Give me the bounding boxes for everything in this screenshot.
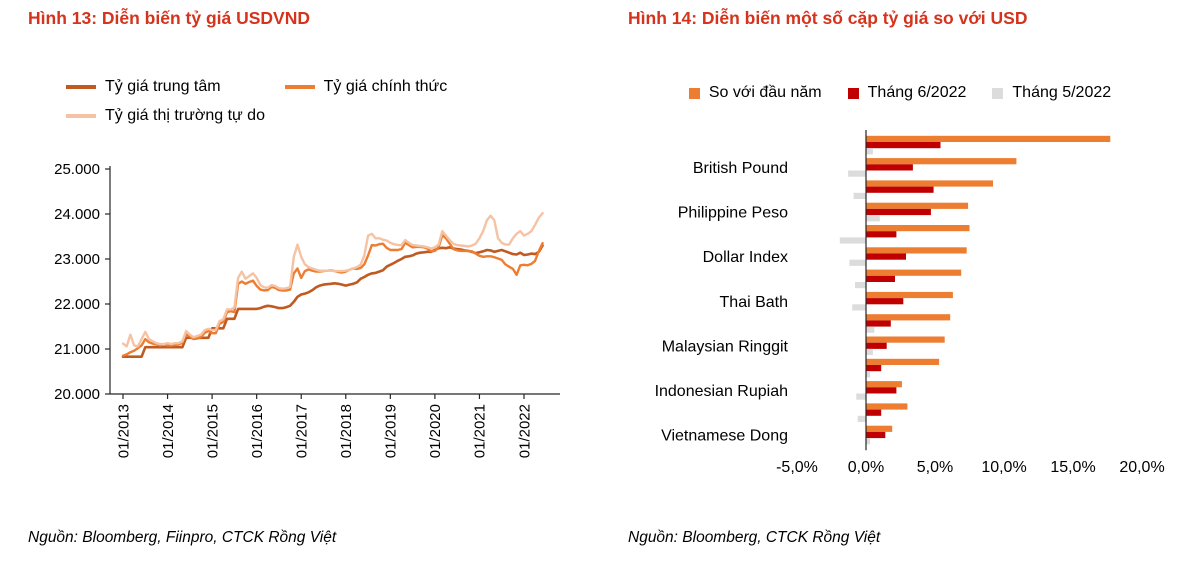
x-axis-label: 15,0% <box>1050 459 1095 476</box>
bar-2 <box>866 253 906 260</box>
y-axis-label: 20.000 <box>54 386 100 403</box>
bar-2 <box>866 186 934 193</box>
y-axis-label: 24.000 <box>54 206 100 223</box>
figure13-title: Hình 13: Diễn biến tỷ giá USDVND <box>28 8 310 28</box>
bar-3 <box>866 438 871 445</box>
legend-swatch-icon <box>992 87 1004 99</box>
category-label: Indonesian Rupiah <box>655 383 788 400</box>
y-axis-label: 22.000 <box>54 296 100 313</box>
bar-2 <box>866 208 931 216</box>
bar-1 <box>866 158 1017 165</box>
x-axis-label: 01/2018 <box>338 404 355 458</box>
bar-3 <box>849 259 866 266</box>
category-label: Vietnamese Dong <box>661 428 788 445</box>
x-axis-label: -5,0% <box>776 459 818 476</box>
x-axis-label: 01/2013 <box>115 404 132 458</box>
bar-3 <box>866 215 880 222</box>
bar-1 <box>866 336 945 343</box>
category-label: Dollar Index <box>703 249 788 266</box>
y-axis-label: 21.000 <box>54 341 100 358</box>
x-axis-label: 20,0% <box>1119 459 1164 476</box>
bar-2 <box>866 342 887 349</box>
bar-1 <box>866 403 908 410</box>
bar-2 <box>866 142 941 149</box>
series-line-3 <box>121 211 544 348</box>
figure14-title: Hình 14: Diễn biến một số cặp tỷ giá so … <box>628 8 1028 28</box>
legend-label: Tháng 5/2022 <box>1012 84 1112 101</box>
category-label: Malaysian Ringgit <box>662 338 789 355</box>
bar-3 <box>857 415 866 422</box>
category-label: Thai Bath <box>720 294 788 311</box>
bar-2 <box>866 164 913 171</box>
bar-3 <box>848 170 866 177</box>
bar-3 <box>856 393 866 400</box>
legend-swatch-icon <box>66 84 96 90</box>
legend-label: Tháng 6/2022 <box>867 84 967 101</box>
y-axis-label: 25.000 <box>54 161 100 178</box>
bar-1 <box>866 202 969 209</box>
fx-pairs-bar-chart: -5,0% 0,0% 5,0% 10,0% 15,0% 20,0% British Poun… <box>655 130 1165 476</box>
x-axis-label: 01/2017 <box>293 404 310 458</box>
bar-2 <box>866 387 897 394</box>
x-axis-label: 01/2014 <box>160 404 177 458</box>
bar-3 <box>866 371 871 378</box>
bar-2 <box>866 409 882 416</box>
bar-1 <box>866 381 902 388</box>
bar-3 <box>866 148 873 155</box>
legend-swatch-icon <box>688 87 700 99</box>
x-axis-label: 01/2015 <box>204 404 221 458</box>
bar-2 <box>866 320 891 327</box>
bar-1 <box>866 135 1111 142</box>
bar-2 <box>866 431 886 439</box>
x-axis-label: 01/2020 <box>427 404 444 458</box>
bar-2 <box>866 298 904 305</box>
figure14-source: Nguồn: Bloomberg, CTCK Rồng Việt <box>628 529 881 546</box>
bar-3 <box>852 304 866 311</box>
legend-item: Tỷ giá chính thức <box>284 78 448 96</box>
legend-label: Tỷ giá thị trường tự do <box>105 107 265 124</box>
x-axis-label: 5,0% <box>917 459 953 476</box>
y-axis-label: 23.000 <box>54 251 100 268</box>
legend-swatch-icon <box>284 84 315 90</box>
usdvnd-line-chart: 25.000 24.000 23.000 22.000 21.000 20.000 01/2… <box>54 161 560 458</box>
legend-item: Tháng 6/2022 <box>847 84 967 102</box>
bar-2 <box>866 231 897 238</box>
legend-item: Tỷ giá thị trường tự do <box>66 107 265 125</box>
x-axis-label: 01/2016 <box>249 404 266 458</box>
bar-1 <box>866 314 951 321</box>
bar-2 <box>866 275 895 282</box>
line-chart-legend: Tỷ giá trung tâm Tỷ giá chính thức Tỷ giá … <box>66 78 586 125</box>
bar-3 <box>855 282 866 289</box>
bar-1 <box>866 358 940 365</box>
bar-1 <box>866 291 953 299</box>
bar-chart-legend: So với đầu năm Tháng 6/2022 Tháng 5/2022 <box>600 84 1200 102</box>
bar-3 <box>839 237 866 244</box>
legend-label: Tỷ giá trung tâm <box>105 78 221 95</box>
legend-item: Tháng 5/2022 <box>992 84 1111 102</box>
series-line-1 <box>121 244 544 359</box>
bar-3 <box>866 326 875 333</box>
x-axis-label: 01/2022 <box>516 404 533 458</box>
legend-label: Tỷ giá chính thức <box>323 78 448 95</box>
bar-1 <box>866 225 970 232</box>
bar-3 <box>866 348 873 356</box>
bar-1 <box>866 247 967 254</box>
category-label: Philippine Peso <box>678 205 788 222</box>
x-axis-label: 01/2021 <box>472 404 489 458</box>
bar-1 <box>866 425 893 432</box>
x-axis-label: 0,0% <box>848 459 884 476</box>
figure13-source: Nguồn: Bloomberg, Fiinpro, CTCK Rồng Việ… <box>28 529 337 546</box>
bar-1 <box>866 180 993 187</box>
legend-item: So với đầu năm <box>688 84 822 102</box>
legend-label: So với đầu năm <box>708 84 822 101</box>
legend-item: Tỷ giá trung tâm <box>66 78 221 96</box>
bar-3 <box>853 192 866 199</box>
bar-2 <box>866 365 882 372</box>
x-axis-label: 10,0% <box>981 459 1026 476</box>
legend-swatch-icon <box>66 113 96 119</box>
bar-1 <box>866 269 962 276</box>
x-axis-label: 01/2019 <box>383 404 400 458</box>
legend-swatch-icon <box>847 87 859 99</box>
category-label: British Pound <box>693 160 788 177</box>
